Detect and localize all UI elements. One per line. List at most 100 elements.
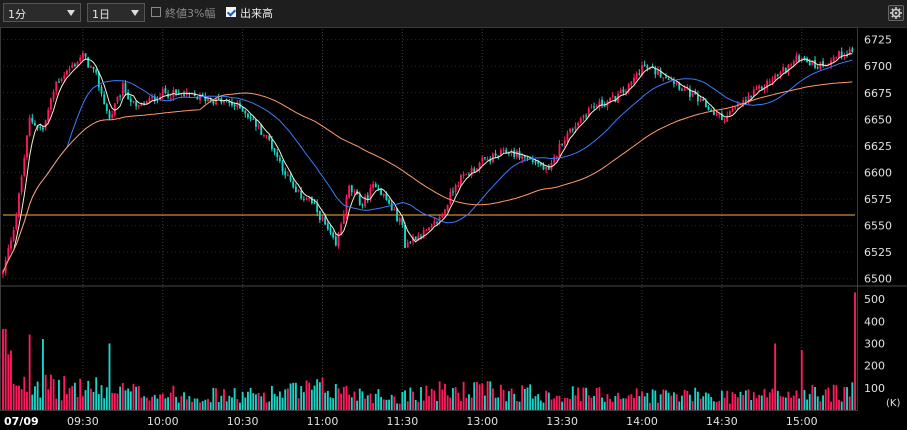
candle-body — [302, 198, 305, 200]
candle-body — [284, 171, 287, 176]
volume-bar — [542, 402, 545, 410]
candle-body — [545, 166, 548, 170]
volume-bar — [633, 397, 635, 410]
volume-bar — [4, 328, 7, 410]
volume-bar — [273, 393, 276, 410]
volume-bar — [574, 395, 577, 410]
volume-bar — [398, 403, 401, 410]
candle-body — [39, 126, 42, 128]
candle-body — [23, 158, 26, 176]
volume-bar — [71, 385, 74, 410]
candle-body — [257, 125, 260, 127]
volume-bar — [609, 398, 611, 410]
candle-body — [609, 97, 611, 102]
volume-bar — [159, 394, 162, 410]
volume-bar — [601, 397, 603, 410]
candle-body — [236, 102, 239, 107]
volume-bar — [113, 393, 116, 410]
candle-body — [127, 92, 130, 100]
volume-bar — [830, 401, 832, 410]
volume-bar — [579, 400, 582, 410]
candle-body — [374, 184, 377, 188]
candle-body — [521, 155, 524, 159]
candle-body — [97, 72, 100, 88]
x-tick-label: 15:00 — [786, 415, 818, 428]
volume-bar — [521, 385, 524, 410]
volume-bar — [342, 386, 345, 410]
volume-bar — [278, 391, 281, 410]
volume-bar — [507, 391, 510, 410]
candle-body — [207, 99, 209, 102]
candle-body — [369, 188, 372, 200]
candle-body — [201, 94, 204, 97]
volume-bar — [100, 385, 103, 410]
candle-body — [73, 64, 76, 66]
volume-bar — [414, 399, 417, 410]
candle-body — [747, 95, 750, 101]
volume-bar — [199, 402, 201, 410]
candle-body — [281, 161, 284, 172]
candle-body — [63, 75, 66, 79]
volume-bar — [598, 387, 601, 410]
volume-bar — [167, 397, 170, 410]
candle-body — [734, 107, 737, 109]
candle-body — [574, 126, 577, 130]
candle-body — [255, 119, 257, 127]
limit-checkbox[interactable]: 終値3%幅 — [151, 6, 221, 22]
candle-body — [196, 96, 199, 100]
candle-body — [478, 162, 481, 169]
period-select[interactable]: 1日 — [87, 3, 145, 22]
volume-bar — [105, 387, 108, 410]
volume-bar — [822, 395, 824, 410]
candle-body — [470, 168, 473, 176]
x-tick-label: 09:30 — [67, 415, 99, 428]
period-select-label: 1日 — [92, 8, 110, 21]
candle-body — [353, 191, 356, 193]
interval-select[interactable]: 1分 — [3, 3, 81, 22]
volume-bar — [675, 394, 678, 410]
candle-body — [694, 91, 697, 95]
candle-body — [262, 135, 265, 137]
candle-body — [475, 168, 478, 172]
volume-bar — [31, 394, 34, 410]
volume-bar — [497, 397, 500, 410]
candle-body — [372, 184, 375, 188]
volume-bar — [209, 402, 212, 410]
candle-body — [225, 100, 228, 102]
candle-body — [539, 163, 542, 166]
volume-bar — [2, 328, 4, 410]
volume-tick-label: 500 — [864, 293, 885, 306]
candle-body — [20, 176, 23, 193]
candle-body — [449, 192, 452, 205]
volume-bar — [712, 401, 715, 410]
candle-body — [840, 51, 843, 57]
volume-bar — [710, 397, 713, 410]
candle-body — [108, 111, 111, 119]
volume-bar — [151, 396, 154, 410]
candle-body — [555, 156, 558, 158]
volume-bar — [561, 401, 564, 410]
volume-bar — [305, 380, 308, 410]
candle-body — [382, 194, 385, 196]
candle-body — [526, 157, 529, 159]
settings-button[interactable] — [888, 5, 904, 21]
volume-bar — [665, 390, 667, 410]
volume-bar — [840, 401, 843, 410]
candle-body — [358, 194, 361, 205]
volume-checkbox[interactable]: 出来高 — [226, 6, 281, 22]
volume-bar — [667, 392, 670, 410]
volume-bar — [446, 395, 449, 410]
volume-bar — [20, 389, 23, 410]
candle-body — [348, 185, 351, 198]
volume-bar — [832, 384, 835, 410]
candle-body — [228, 100, 231, 104]
volume-bar — [68, 388, 71, 410]
volume-bar — [755, 398, 758, 410]
volume-bar — [207, 398, 209, 410]
volume-bar — [12, 383, 15, 410]
candle-body — [231, 102, 233, 106]
candle-body — [792, 60, 795, 65]
candle-body — [627, 83, 630, 92]
volume-bar — [571, 386, 574, 410]
volume-bar — [372, 402, 375, 410]
